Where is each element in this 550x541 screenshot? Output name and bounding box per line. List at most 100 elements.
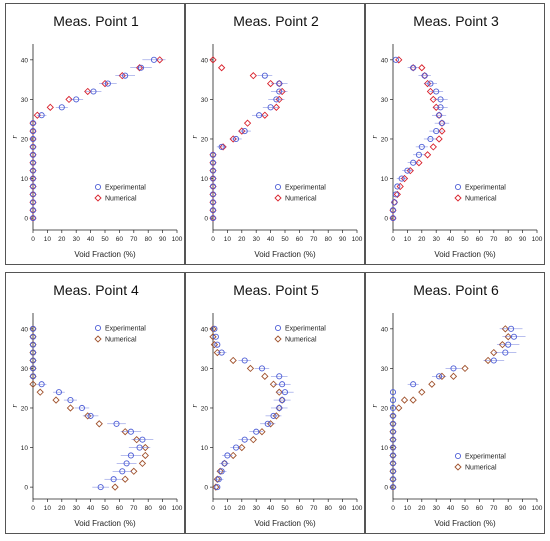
numerical-point [229,356,237,365]
numerical-point [121,475,129,483]
experimental-point [389,397,397,404]
numerical-point [212,483,220,491]
chart-svg: Meas. Point 2 0 10 20 30 40 50 60 70 80 90 100 0 10 20… [190,13,363,259]
legend-numerical-marker [94,194,102,202]
x-tick-label: 0 [31,236,35,243]
numerical-point [141,451,149,460]
x-tick-label: 100 [172,505,183,512]
experimental-point [241,436,248,443]
numerical-point [121,428,129,436]
experimental-point [389,215,397,222]
experimental-point [221,460,228,467]
numerical-point [84,87,92,96]
numerical-point [229,451,237,460]
experimental-point [119,468,126,475]
y-tick-label: 0 [384,216,388,223]
legend-experimental-marker [274,324,282,332]
y-tick-label: 30 [381,366,389,373]
x-axis-label: Void Fraction (%) [434,250,496,259]
x-tick-label: 100 [172,236,183,243]
legend-experimental-label: Experimental [105,185,146,192]
experimental-point [29,135,37,143]
experimental-point [279,381,286,388]
y-tick-label: 0 [384,485,388,492]
numerical-point [209,56,217,64]
numerical-point [243,119,252,127]
chart-svg: Meas. Point 4 0 10 20 30 40 50 60 70 80 90 100 0 10 20… [10,282,183,528]
y-axis-label: r [370,404,379,408]
numerical-point [138,459,147,468]
y-tick-label: 30 [381,97,389,104]
numerical-point [266,420,275,428]
experimental-point [214,341,221,348]
y-tick-label: 20 [201,405,209,412]
chart-svg: Meas. Point 6 0 10 20 30 40 50 60 70 80 90 100 0 10 20… [370,282,543,528]
numerical-point [219,143,227,151]
x-tick-label: 70 [130,236,138,243]
experimental-point [241,357,248,364]
y-tick-label: 10 [201,445,209,452]
experimental-point [253,428,260,435]
numerical-point [415,159,423,167]
numerical-point [423,151,432,159]
numerical-point [423,79,432,88]
numerical-point [406,167,414,175]
experimental-point [29,191,37,198]
y-tick-label: 0 [24,485,28,492]
experimental-point [436,112,443,119]
numerical-point [210,341,219,349]
experimental-point [87,412,94,419]
experimental-point [209,199,217,206]
x-tick-label: 70 [310,505,318,512]
chart-title: Meas. Point 6 [413,282,499,298]
experimental-point [218,468,225,475]
x-tick-label: 0 [391,236,395,243]
numerical-point [238,443,246,452]
experimental-point [389,452,397,459]
experimental-point [410,159,417,166]
experimental-point [38,112,45,119]
y-tick-label: 0 [204,485,208,492]
experimental-point [410,381,417,388]
y-tick-label: 40 [381,57,389,64]
x-tick-label: 70 [310,236,318,243]
x-tick-label: 30 [253,236,261,243]
experimental-point [256,112,263,119]
legend-experimental-marker [454,452,462,460]
experimental-point [215,476,222,483]
experimental-point [241,128,248,135]
numerical-point [130,467,138,475]
experimental-point [389,404,397,412]
experimental-point [212,333,219,340]
x-tick-label: 30 [73,236,81,243]
x-tick-label: 60 [296,505,304,512]
experimental-point [29,143,37,150]
y-tick-label: 30 [201,97,209,104]
numerical-point [426,87,435,96]
numerical-point [52,396,60,404]
x-axis-label: Void Fraction (%) [434,519,496,528]
x-tick-label: 100 [532,236,543,243]
experimental-point [436,373,443,380]
legend-numerical-marker [274,335,282,343]
experimental-point [391,199,398,206]
experimental-point [127,428,134,435]
x-axis-label: Void Fraction (%) [74,250,136,259]
experimental-point [389,436,397,443]
x-tick-label: 100 [532,505,543,512]
y-axis-label: r [370,135,379,139]
legend-numerical-label: Numerical [285,337,317,344]
experimental-point [508,325,515,332]
numerical-point [395,404,403,412]
legend-numerical-marker [454,194,462,202]
experimental-point [29,120,37,127]
chart-panel-6: Meas. Point 6 0 10 20 30 40 50 60 70 80 90 100 0 10 20… [365,272,545,534]
y-tick-label: 10 [201,176,209,183]
y-tick-label: 40 [201,57,209,64]
numerical-point [435,135,443,143]
numerical-point [216,467,224,475]
experimental-point [276,404,283,412]
experimental-point [137,64,145,71]
experimental-point [29,199,37,206]
experimental-point [276,88,283,95]
